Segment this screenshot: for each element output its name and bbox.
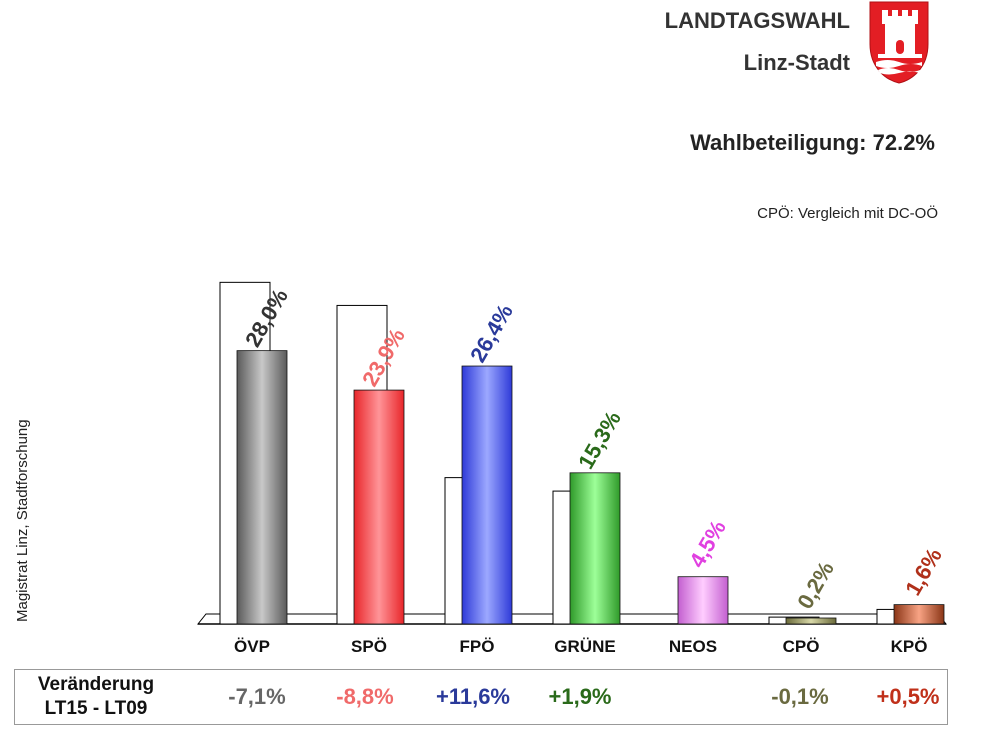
bar-lt15-2 xyxy=(353,389,405,625)
change-label-line2: LT15 - LT09 xyxy=(44,698,148,719)
linz-crest-icon xyxy=(869,1,929,84)
data-label: 0,2% xyxy=(792,557,839,613)
change-value: -7,1% xyxy=(228,684,286,709)
change-value: -8,8% xyxy=(336,684,394,709)
data-label: 4,5% xyxy=(684,516,731,572)
bar-lt15-7 xyxy=(893,604,945,625)
bar-lt15-4 xyxy=(569,472,621,625)
change-value: +0,5% xyxy=(876,684,940,709)
change-value: +1,9% xyxy=(548,684,612,709)
x-tick-label: ÖVP xyxy=(234,637,270,656)
comparison-note: CPÖ: Vergleich mit DC-OÖ xyxy=(757,205,938,222)
x-tick-label: SPÖ xyxy=(351,637,387,656)
page-title: LANDTAGSWAHL xyxy=(664,8,850,33)
bar-lt15-5 xyxy=(677,576,729,625)
data-label: 1,6% xyxy=(900,544,947,600)
change-table xyxy=(14,669,948,725)
data-label: 26,4% xyxy=(465,300,518,367)
turnout-label: Wahlbeteiligung: 72.2% xyxy=(690,130,935,155)
data-label: 15,3% xyxy=(573,407,626,474)
change-label-line1: Veränderung xyxy=(37,674,155,695)
change-label: Veränderung LT15 - LT09 xyxy=(14,673,178,721)
change-value: +11,6% xyxy=(435,684,510,709)
bar-lt15-1 xyxy=(236,350,288,625)
page-subtitle: Linz-Stadt xyxy=(743,50,850,75)
bar-lt15-6 xyxy=(785,617,837,625)
x-tick-label: FPÖ xyxy=(460,637,495,656)
change-value: -0,1% xyxy=(771,684,829,709)
bar-lt15-3 xyxy=(461,365,513,625)
x-tick-label: NEOS xyxy=(669,637,717,656)
x-tick-label: GRÜNE xyxy=(554,637,615,656)
x-tick-label: CPÖ xyxy=(783,637,820,656)
x-tick-label: KPÖ xyxy=(891,637,928,656)
